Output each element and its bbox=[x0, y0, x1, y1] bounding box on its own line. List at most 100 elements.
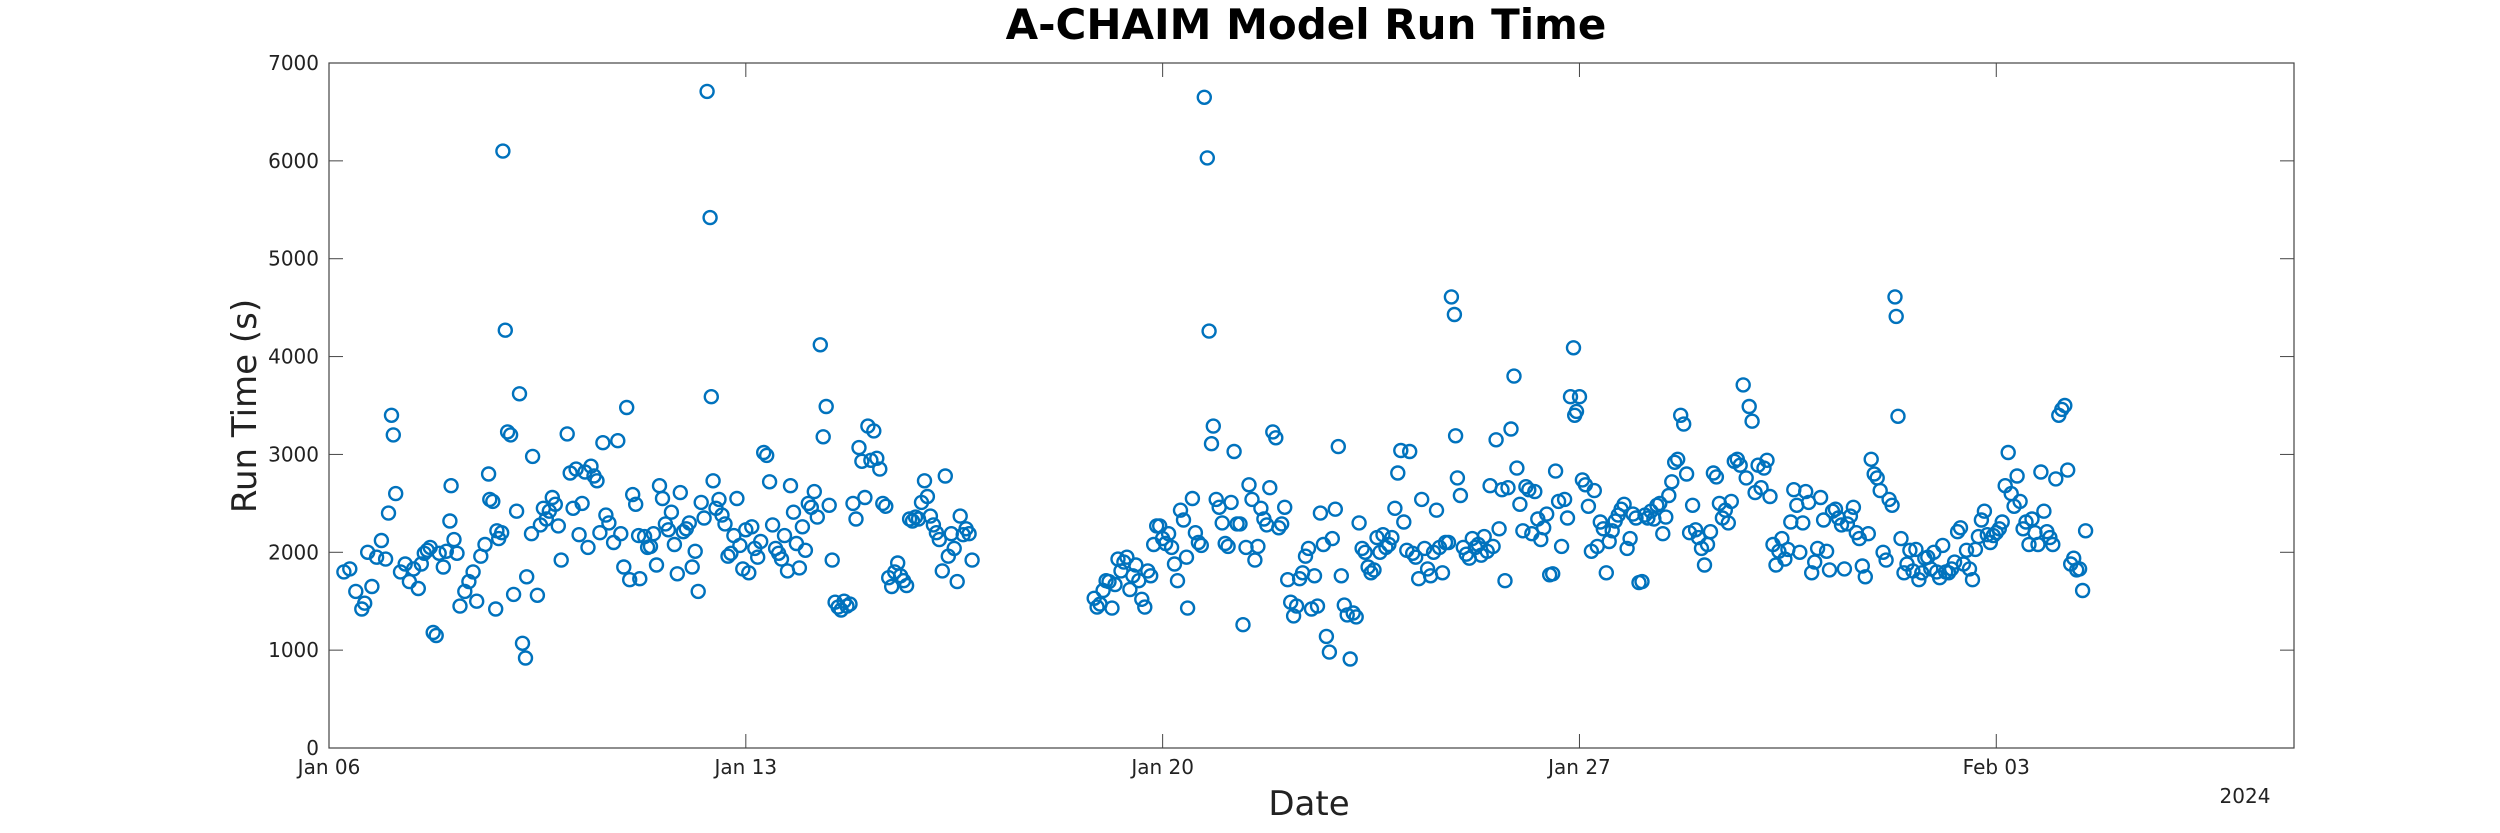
data-point bbox=[508, 503, 525, 519]
data-point bbox=[1744, 413, 1760, 429]
data-point bbox=[1973, 512, 1990, 528]
data-point bbox=[373, 532, 390, 549]
data-point bbox=[1896, 565, 1912, 581]
data-point bbox=[1893, 530, 1909, 547]
data-point bbox=[485, 493, 501, 510]
data-point bbox=[1306, 568, 1323, 584]
data-point bbox=[619, 399, 635, 416]
data-point bbox=[866, 423, 882, 439]
data-point bbox=[1419, 561, 1436, 577]
data-point bbox=[1890, 408, 1906, 424]
data-point bbox=[1562, 389, 1579, 405]
data-point bbox=[1666, 454, 1683, 470]
x-axis-ticks: Jan 06 Jan 13 Jan 20 Jan 27 Feb 03 bbox=[296, 63, 2030, 779]
data-point bbox=[1327, 501, 1344, 517]
data-point bbox=[559, 426, 575, 442]
data-point bbox=[488, 601, 504, 617]
data-point bbox=[1914, 565, 1930, 581]
data-point bbox=[502, 427, 519, 443]
data-point bbox=[1669, 451, 1686, 467]
data-point bbox=[1443, 289, 1460, 305]
data-point bbox=[961, 526, 977, 542]
data-point bbox=[872, 461, 888, 477]
data-point bbox=[699, 83, 715, 100]
data-point bbox=[446, 531, 462, 548]
data-point bbox=[714, 507, 730, 523]
data-point bbox=[1664, 474, 1680, 490]
data-point bbox=[753, 533, 769, 550]
y-axis-label: Run Time (s) bbox=[225, 299, 265, 513]
data-point bbox=[622, 572, 638, 588]
data-point bbox=[1756, 460, 1772, 476]
data-point bbox=[1884, 497, 1900, 513]
data-point bbox=[717, 516, 733, 532]
data-point bbox=[1428, 502, 1445, 518]
data-point bbox=[931, 531, 947, 548]
data-point bbox=[1547, 463, 1564, 479]
data-point bbox=[1815, 512, 1832, 528]
data-point bbox=[1366, 562, 1382, 578]
data-point bbox=[405, 561, 422, 577]
data-point bbox=[480, 466, 497, 482]
data-point bbox=[583, 458, 599, 474]
data-point bbox=[750, 549, 766, 565]
data-point bbox=[1488, 432, 1504, 448]
data-point bbox=[1413, 491, 1430, 508]
data-point bbox=[1178, 549, 1195, 565]
data-point bbox=[2024, 511, 2040, 527]
data-point bbox=[693, 494, 709, 511]
data-point bbox=[1812, 489, 1829, 506]
data-point bbox=[1803, 565, 1820, 581]
data-point bbox=[1792, 544, 1808, 560]
y-tick-label: 5000 bbox=[268, 247, 319, 271]
data-point bbox=[1497, 573, 1513, 589]
data-point bbox=[1166, 556, 1183, 572]
data-point bbox=[428, 627, 444, 644]
data-point bbox=[690, 583, 706, 600]
x-tick-label: Jan 06 bbox=[296, 755, 361, 779]
data-point bbox=[809, 509, 825, 525]
data-point bbox=[410, 580, 426, 597]
data-point bbox=[495, 143, 511, 159]
data-point bbox=[442, 513, 458, 529]
data-point bbox=[1795, 515, 1811, 531]
x-axis-label: Date bbox=[1268, 784, 1349, 824]
data-point bbox=[580, 539, 596, 556]
data-point bbox=[1348, 609, 1364, 625]
data-point bbox=[1970, 528, 1987, 545]
data-point bbox=[1863, 451, 1879, 467]
data-point bbox=[1089, 599, 1105, 615]
data-point bbox=[1616, 496, 1632, 512]
data-point bbox=[1735, 377, 1751, 393]
data-point bbox=[1354, 540, 1370, 557]
data-point bbox=[1321, 644, 1338, 660]
data-point bbox=[791, 560, 808, 576]
data-point bbox=[1902, 542, 1918, 558]
data-point bbox=[1416, 540, 1433, 557]
data-point bbox=[388, 485, 404, 502]
data-point bbox=[1553, 538, 1570, 555]
data-point bbox=[672, 484, 688, 501]
data-point bbox=[1842, 508, 1859, 524]
data-point bbox=[1390, 465, 1406, 481]
data-point bbox=[595, 435, 611, 451]
data-point bbox=[1393, 442, 1409, 459]
data-point bbox=[1818, 543, 1835, 559]
data-point bbox=[1387, 500, 1403, 516]
data-point bbox=[1565, 340, 1582, 356]
data-point bbox=[756, 444, 772, 461]
data-point bbox=[1172, 502, 1189, 518]
data-point bbox=[1297, 548, 1314, 564]
data-point bbox=[1827, 501, 1844, 517]
data-point bbox=[761, 474, 778, 490]
data-point bbox=[571, 527, 587, 543]
data-point bbox=[1187, 525, 1204, 541]
data-point bbox=[1363, 565, 1379, 581]
data-point bbox=[2000, 444, 2016, 461]
data-point bbox=[2042, 529, 2058, 546]
data-point bbox=[964, 552, 980, 568]
data-point bbox=[1888, 308, 1904, 325]
data-point bbox=[890, 555, 906, 571]
data-point bbox=[385, 427, 401, 443]
x-tick-label: Feb 03 bbox=[1963, 755, 2030, 779]
